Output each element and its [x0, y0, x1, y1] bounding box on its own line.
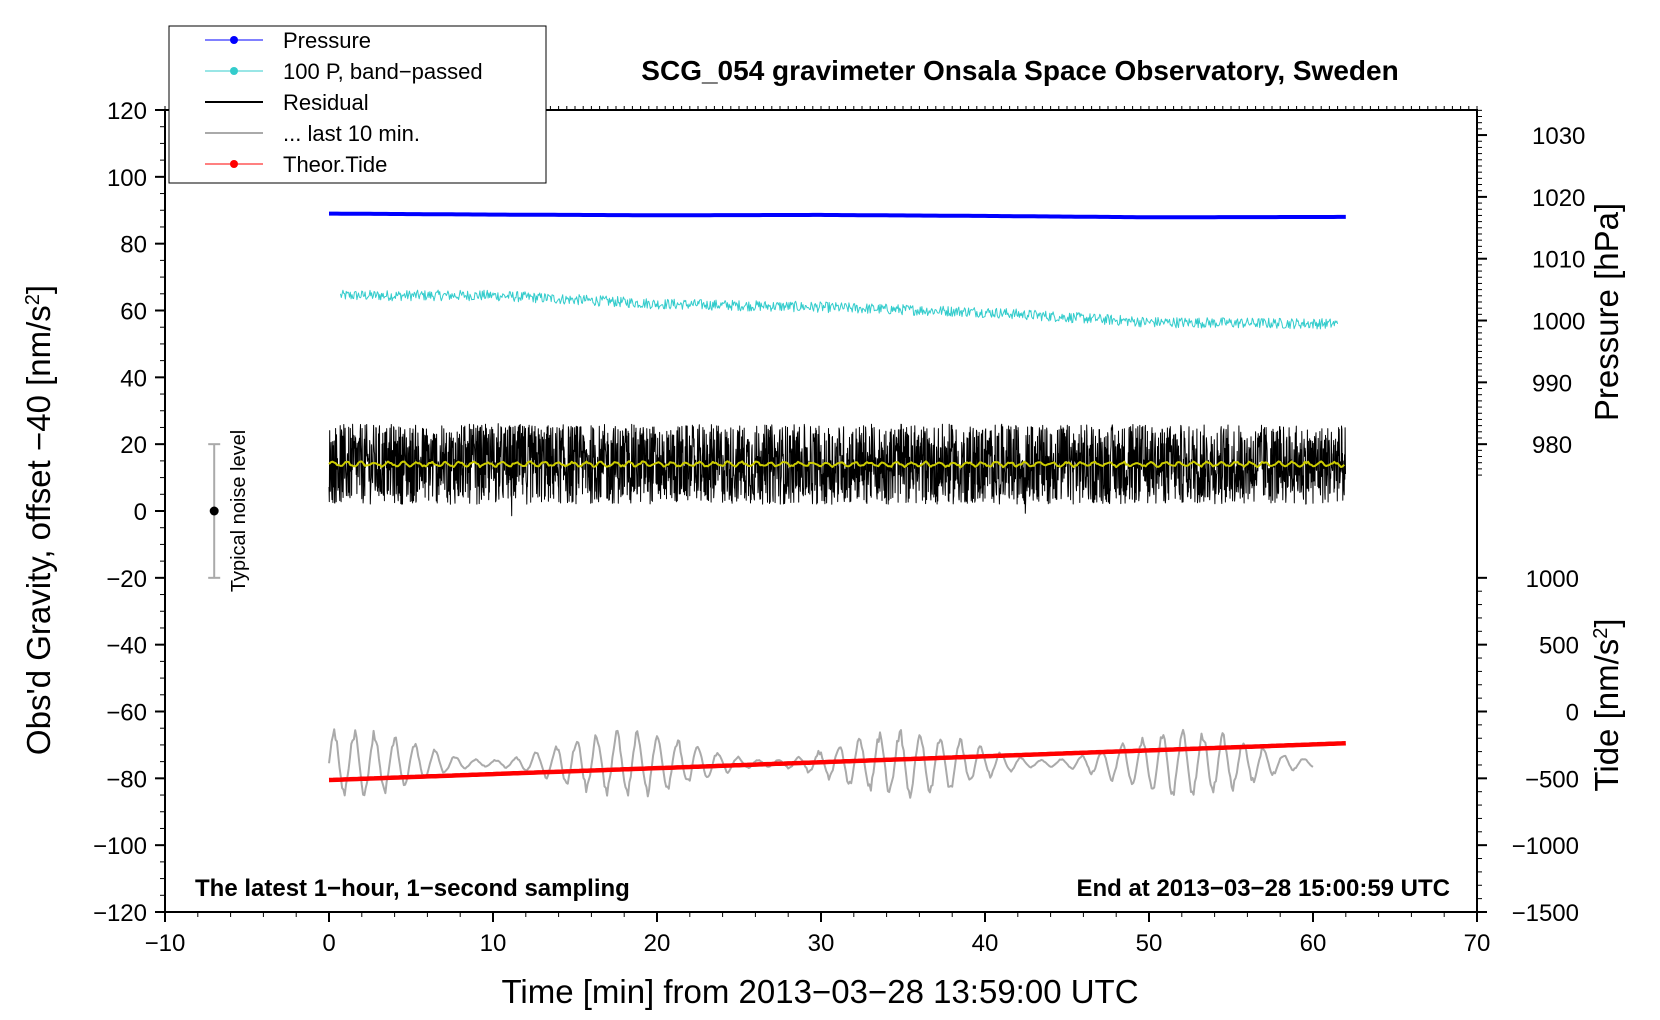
series-line-residual-smoothed-: [328, 460, 1345, 469]
legend-marker: [230, 160, 238, 168]
legend-marker: [230, 36, 238, 44]
y-tick-label: 100: [107, 165, 147, 192]
legend-label: Pressure: [283, 28, 371, 53]
tide-tick-label: −500: [1525, 766, 1579, 793]
x-axis: −10 0 10 20 30 40 50 60 70: [145, 106, 1491, 957]
y-tick-label: −100: [93, 833, 147, 860]
x-tick-label: 40: [972, 930, 999, 957]
noise-label: Typical noise level: [228, 430, 250, 592]
x-tick-label: 60: [1300, 930, 1327, 957]
y-axis-pressure: 980 990 1000 1010 1020 1030: [1477, 109, 1585, 476]
y-tick-label: 0: [134, 499, 147, 526]
legend-box: [168, 25, 547, 184]
series-line-residual: [328, 423, 1346, 517]
pressure-tick-label: 1000: [1532, 309, 1585, 336]
chart-title: SCG_054 gravimeter Onsala Space Observat…: [641, 55, 1398, 86]
x-tick-label: 70: [1464, 930, 1491, 957]
tide-tick-label: 500: [1539, 633, 1579, 660]
pressure-tick-label: 1020: [1532, 185, 1585, 212]
y-axis-left-title: Obs'd Gravity, offset −40 [nm/s2]: [20, 285, 57, 755]
y-axis-tide-title: Tide [nm/s2]: [1588, 618, 1625, 791]
y-axis-left: −120 −100 −80 −60 −40 −20 0 20 40 60 80 100 120: [93, 98, 165, 927]
x-axis-title: Time [min] from 2013−03−28 13:59:00 UTC: [501, 973, 1138, 1010]
series-group: [328, 211, 1346, 799]
noise-level-marker: Typical noise level: [208, 430, 250, 592]
series-line-100-p-band-passed: [340, 289, 1339, 330]
x-tick-label: 50: [1136, 930, 1163, 957]
pressure-tick-label: 980: [1532, 432, 1572, 459]
noise-center-dot: [209, 506, 219, 516]
legend: Pressure 100 P, band−passed Residual ... la…: [168, 25, 547, 184]
y-tick-label: 40: [120, 365, 147, 392]
legend-label: Residual: [283, 90, 369, 115]
y-tick-label: 120: [107, 98, 147, 125]
y-tick-label: −80: [106, 766, 147, 793]
legend-label: ... last 10 min.: [283, 121, 420, 146]
x-tick-label: −10: [145, 930, 186, 957]
tide-tick-label: 1000: [1526, 566, 1579, 593]
x-tick-label: 30: [808, 930, 835, 957]
y-tick-label: 80: [120, 232, 147, 259]
y-tick-label: −20: [106, 566, 147, 593]
series-line-theor-tide: [328, 740, 1346, 783]
annotation-bottom-left: The latest 1−hour, 1−second sampling: [195, 875, 630, 902]
tide-tick-label: 0: [1566, 700, 1579, 727]
x-tick-label: 20: [644, 930, 671, 957]
y-tick-label: 20: [120, 432, 147, 459]
series-line--last-10-min-: [328, 728, 1314, 799]
legend-label: Theor.Tide: [283, 152, 387, 177]
y-tick-label: −120: [93, 900, 147, 927]
x-tick-label: 0: [322, 930, 335, 957]
tide-tick-label: −1000: [1512, 833, 1579, 860]
pressure-tick-label: 990: [1532, 370, 1572, 397]
y-tick-label: −40: [106, 633, 147, 660]
y-tick-label: −60: [106, 700, 147, 727]
pressure-tick-label: 1030: [1532, 123, 1585, 150]
y-tick-label: 60: [120, 299, 147, 326]
y-axis-pressure-title: Pressure [hPa]: [1588, 203, 1625, 421]
annotation-bottom-right: End at 2013−03−28 15:00:59 UTC: [1076, 875, 1450, 902]
x-tick-label: 10: [480, 930, 507, 957]
series-line-pressure: [329, 211, 1346, 220]
pressure-tick-label: 1010: [1532, 247, 1585, 274]
tide-tick-label: −1500: [1512, 900, 1579, 927]
y-axis-tide: −1500 −1000 −500 0 500 1000: [1477, 566, 1579, 927]
legend-label: 100 P, band−passed: [283, 59, 483, 84]
legend-marker: [230, 67, 238, 75]
